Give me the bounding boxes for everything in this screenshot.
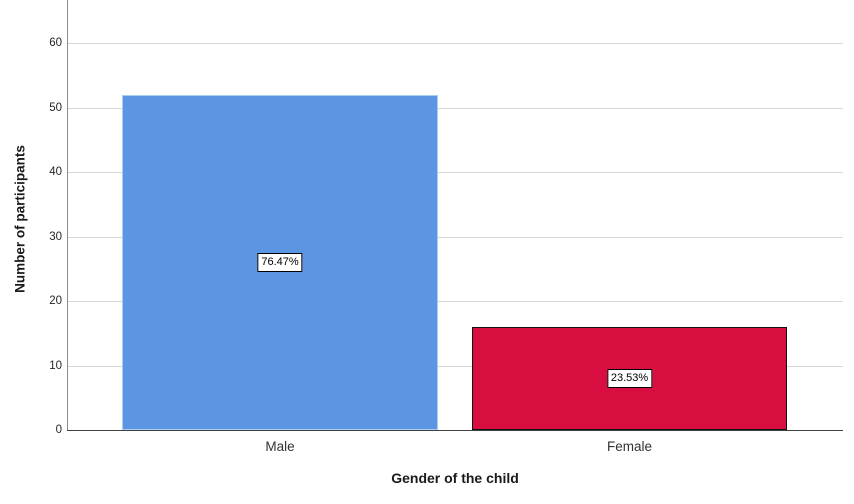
y-tick-label: 20: [49, 295, 62, 307]
y-tick-label: 60: [49, 37, 62, 49]
gridline: [68, 301, 843, 302]
gridline: [68, 43, 843, 44]
x-axis-title: Gender of the child: [391, 470, 519, 486]
gridline: [68, 108, 843, 109]
x-tick-label: Male: [265, 439, 295, 454]
y-tick-label: 10: [49, 360, 62, 372]
y-tick-label: 30: [49, 231, 62, 243]
x-axis-line: [67, 430, 843, 431]
bar-value-label: 23.53%: [606, 369, 653, 388]
bar-value-label: 76.47%: [257, 253, 303, 272]
y-tick-label: 40: [49, 166, 62, 178]
y-tick-label: 0: [55, 424, 62, 436]
y-axis-title: Number of participants: [12, 145, 28, 293]
gridline: [68, 172, 843, 173]
y-tick-label: 50: [49, 102, 62, 114]
gridline: [68, 366, 843, 367]
gridline: [68, 237, 843, 238]
y-axis-line: [67, 0, 68, 430]
x-tick-label: Female: [606, 439, 652, 454]
